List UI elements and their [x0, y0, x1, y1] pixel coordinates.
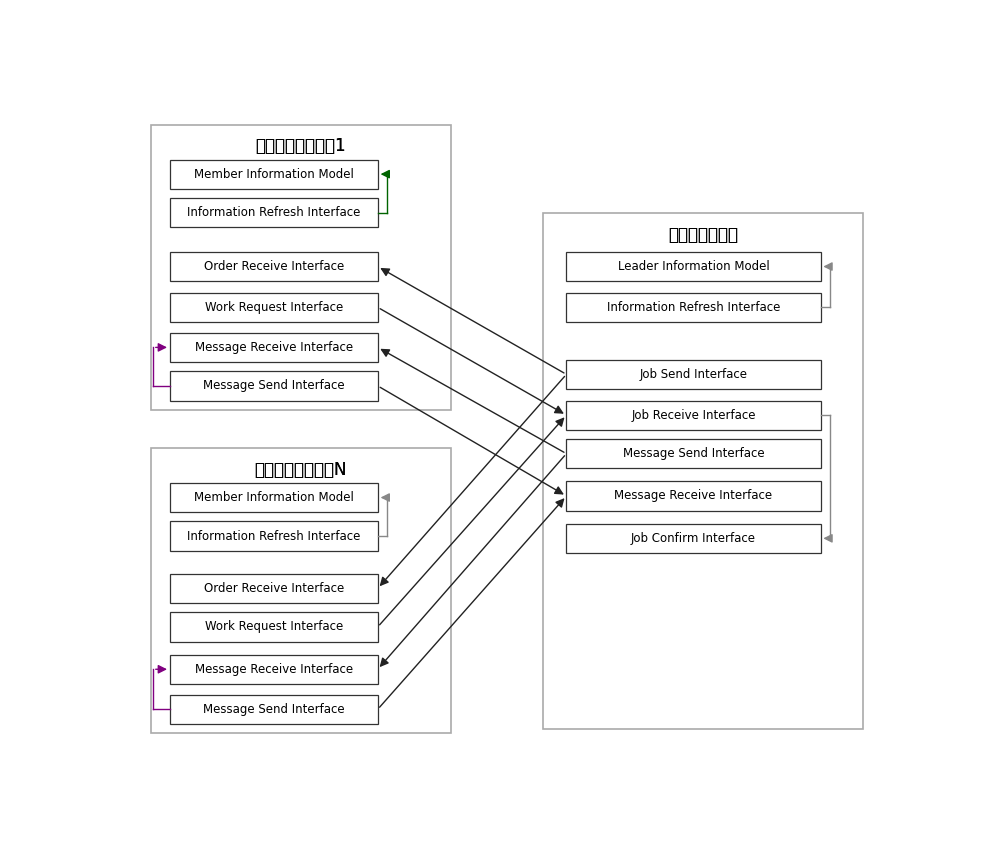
Text: Message Send Interface: Message Send Interface	[623, 447, 764, 460]
Bar	[170, 522, 378, 550]
Text: 工作负责人角色: 工作负责人角色	[668, 226, 738, 244]
Bar	[170, 695, 378, 724]
Text: Order Receive Interface: Order Receive Interface	[204, 260, 344, 273]
Bar	[170, 159, 378, 189]
Bar	[170, 332, 378, 362]
Text: Leader Information Model: Leader Information Model	[618, 260, 769, 273]
Text: 工作班组成员角色N: 工作班组成员角色N	[254, 460, 347, 479]
Text: Member Information Model: Member Information Model	[194, 491, 354, 504]
Text: 工作班组成员角色1: 工作班组成员角色1	[255, 137, 346, 155]
Bar	[151, 449, 451, 734]
Text: Order Receive Interface: Order Receive Interface	[204, 582, 344, 595]
Bar	[566, 524, 821, 553]
Text: 工作班组成员角色1: 工作班组成员角色1	[255, 137, 346, 155]
Text: Work Request Interface: Work Request Interface	[205, 301, 343, 314]
Bar	[543, 214, 863, 729]
Text: Information Refresh Interface: Information Refresh Interface	[607, 301, 780, 314]
Bar	[170, 483, 378, 512]
Bar	[151, 125, 451, 410]
Text: 工作负责人角色: 工作负责人角色	[668, 226, 738, 244]
Bar	[170, 612, 378, 642]
Bar	[170, 371, 378, 400]
Text: Information Refresh Interface: Information Refresh Interface	[187, 529, 360, 543]
Bar	[566, 293, 821, 322]
Bar	[566, 439, 821, 468]
Text: Message Receive Interface: Message Receive Interface	[614, 489, 773, 503]
Text: Message Receive Interface: Message Receive Interface	[195, 341, 353, 354]
Bar	[566, 400, 821, 430]
Text: Information Refresh Interface: Information Refresh Interface	[187, 206, 360, 219]
Text: Job Send Interface: Job Send Interface	[639, 368, 747, 381]
Bar	[170, 574, 378, 603]
Bar	[566, 482, 821, 510]
Text: Message Send Interface: Message Send Interface	[203, 703, 345, 716]
Text: 工作班组成员角色N: 工作班组成员角色N	[254, 460, 347, 479]
Bar	[170, 293, 378, 322]
Bar	[566, 252, 821, 282]
Text: Message Receive Interface: Message Receive Interface	[195, 663, 353, 676]
Bar	[566, 360, 821, 389]
Text: Work Request Interface: Work Request Interface	[205, 621, 343, 633]
Text: Job Confirm Interface: Job Confirm Interface	[631, 532, 756, 545]
Bar	[170, 198, 378, 227]
Bar	[170, 655, 378, 683]
Text: Job Receive Interface: Job Receive Interface	[631, 409, 756, 421]
Bar	[170, 252, 378, 282]
Text: Member Information Model: Member Information Model	[194, 168, 354, 181]
Text: Message Send Interface: Message Send Interface	[203, 379, 345, 393]
